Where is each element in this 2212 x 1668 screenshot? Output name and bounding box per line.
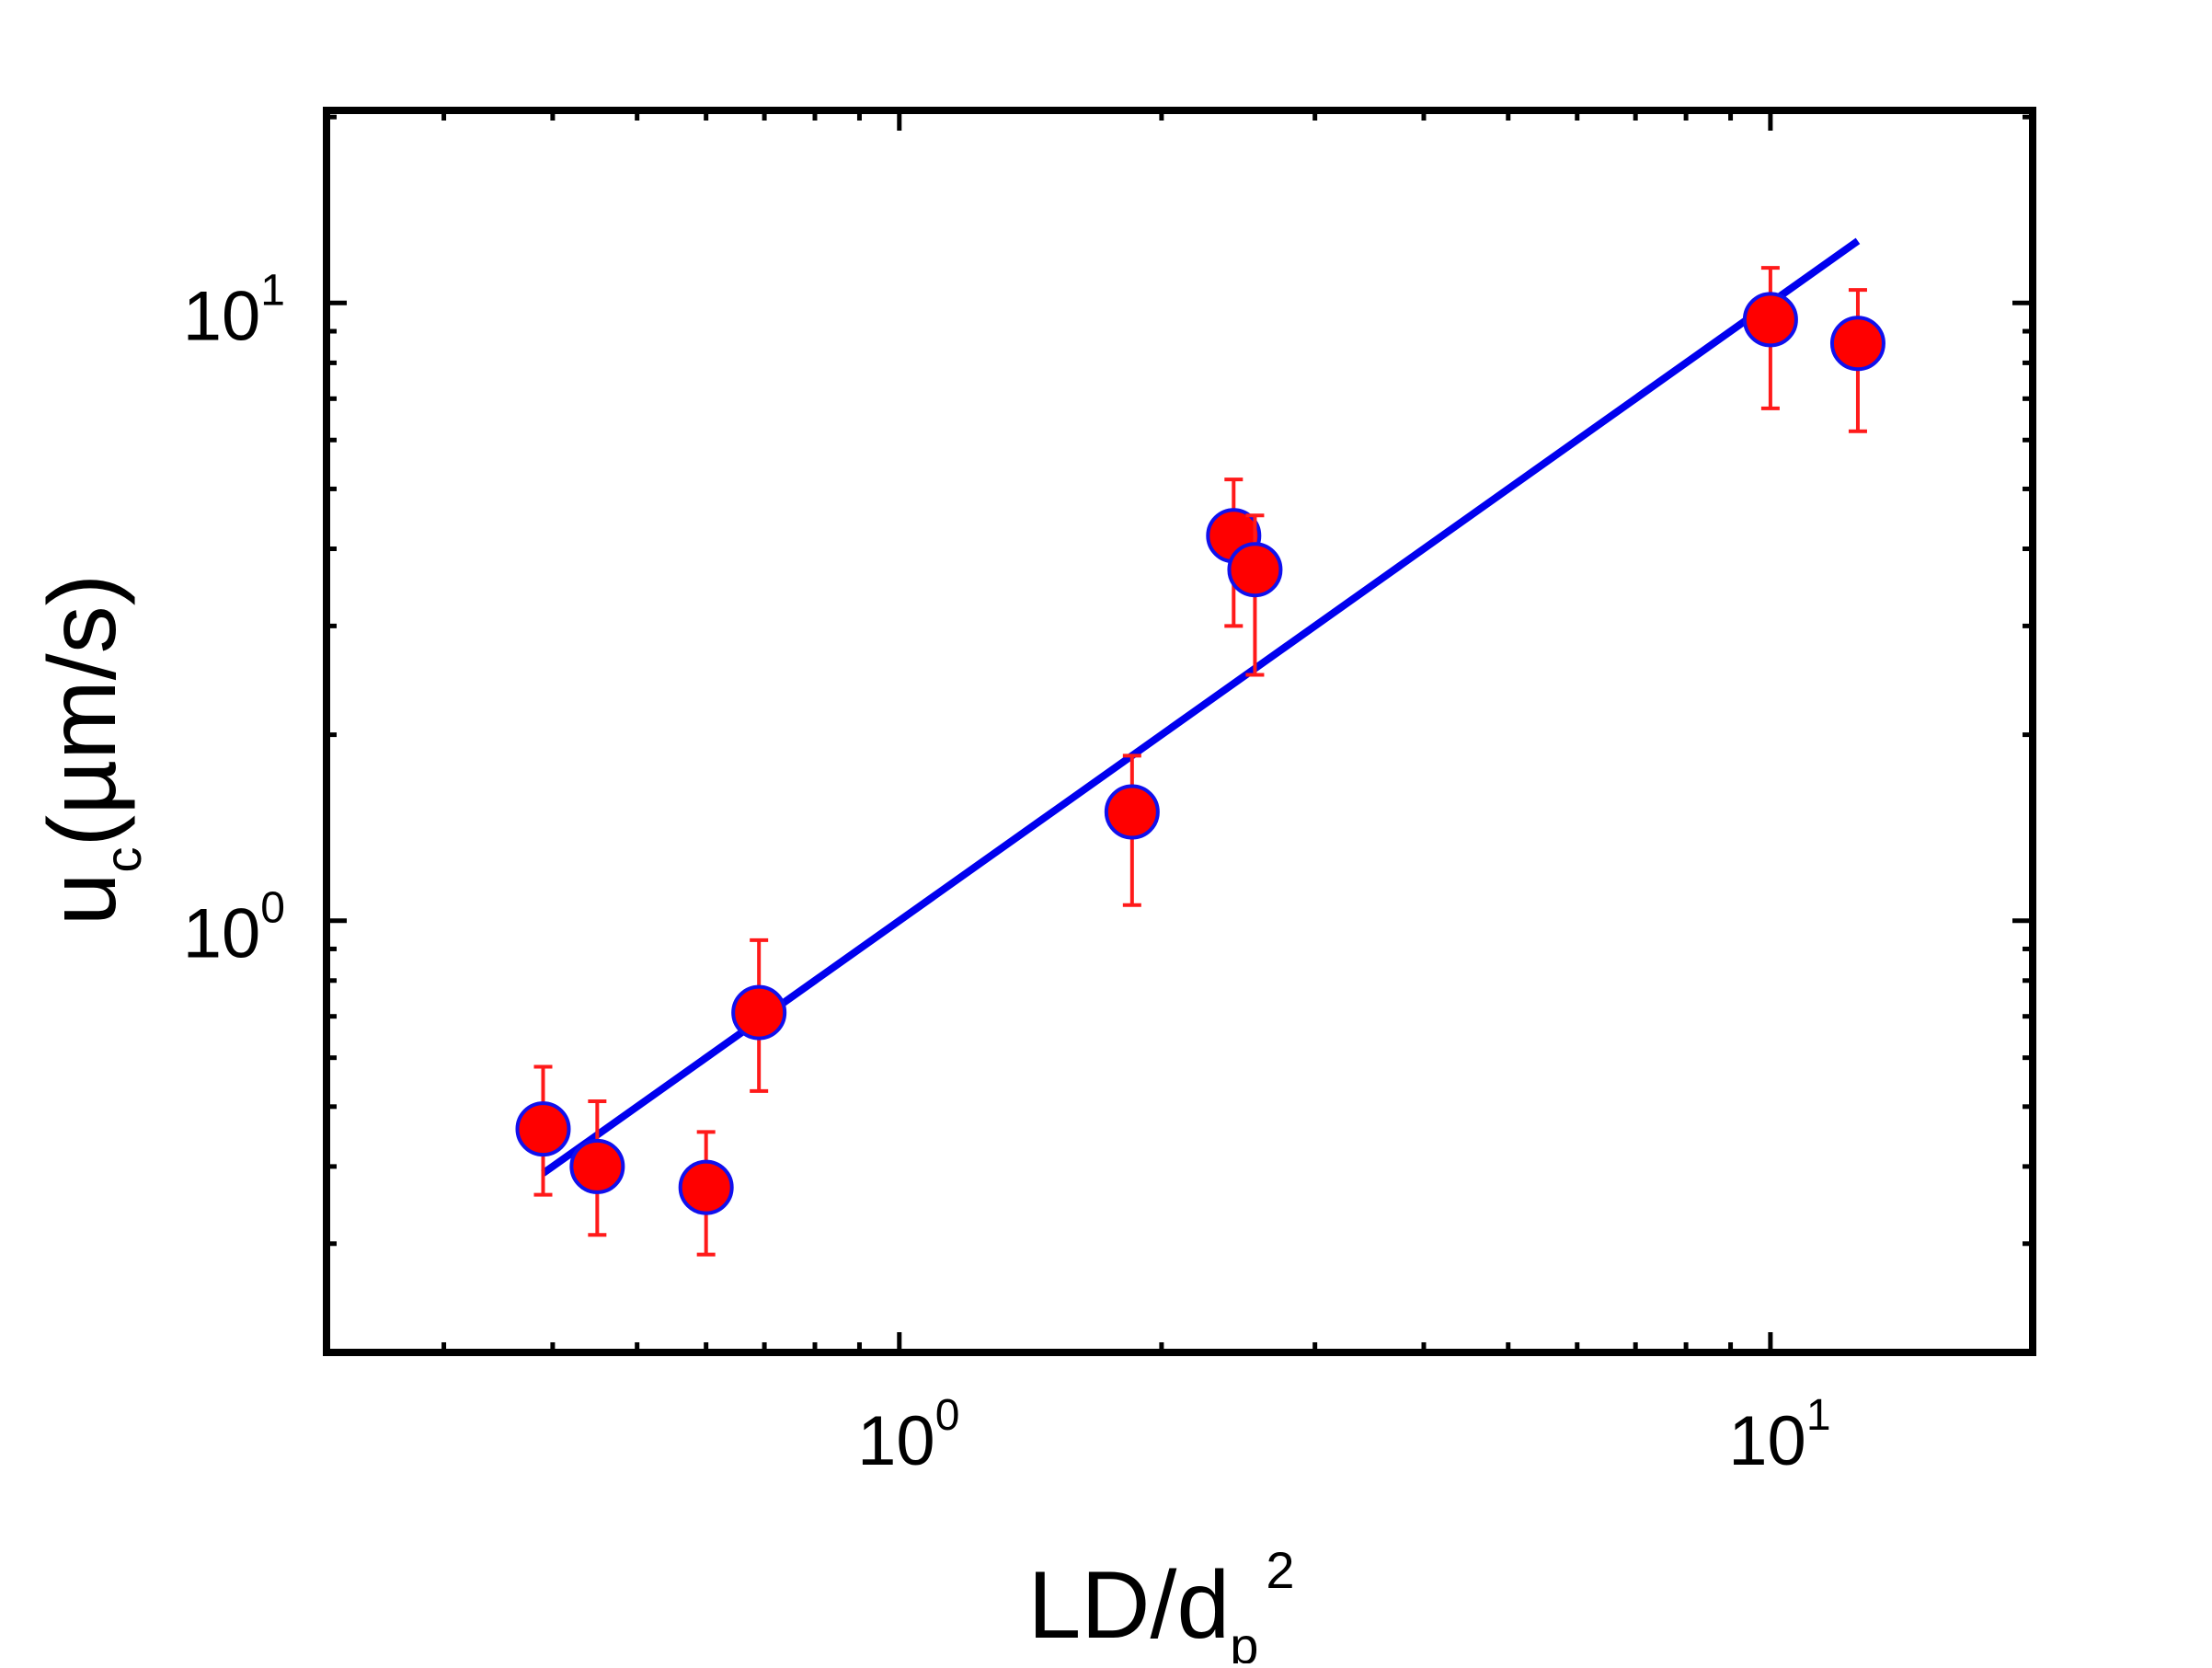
data-point — [1829, 316, 1885, 372]
x-axis-label-main: LD/d — [1028, 1552, 1231, 1659]
x-tick-label-exp: 0 — [935, 1391, 960, 1440]
data-point — [1227, 542, 1283, 598]
marks-layer — [515, 237, 1885, 1257]
x-tick-label-base: 10 — [1728, 1402, 1806, 1480]
data-point — [569, 1138, 625, 1194]
x-tick-label: 100 — [857, 1391, 959, 1480]
plot-frame — [323, 107, 2036, 1356]
data-point-group — [1104, 753, 1160, 907]
y-tick-label: 101 — [183, 266, 285, 355]
data-point-group — [1742, 266, 1798, 410]
labels-layer: LD/dp2 uc(µm/s) — [29, 574, 1295, 1668]
x-tick-label-base: 10 — [857, 1402, 935, 1480]
x-axis-label-sub: p — [1230, 1616, 1258, 1663]
data-point — [515, 1101, 571, 1157]
data-point — [731, 984, 787, 1041]
x-axis-label-sup: 2 — [1266, 1541, 1294, 1599]
y-tick-label-base: 10 — [183, 277, 261, 355]
data-point-group — [731, 938, 787, 1093]
data-point-group — [1829, 288, 1885, 433]
data-point — [1742, 292, 1798, 348]
data-point — [678, 1159, 734, 1215]
y-axis-label-sub: c — [94, 846, 152, 872]
data-point-group — [678, 1130, 734, 1257]
data-point — [1104, 784, 1160, 840]
y-tick-label-exp: 0 — [260, 884, 285, 933]
y-axis-label-main: u — [29, 872, 136, 926]
data-point-group — [569, 1099, 625, 1237]
y-axis-label: uc(µm/s) — [29, 574, 152, 926]
data-point-group — [1227, 513, 1283, 677]
y-tick-label-base: 10 — [183, 895, 261, 973]
y-tick-label-exp: 1 — [260, 266, 285, 315]
x-tick-label-exp: 1 — [1806, 1391, 1831, 1440]
x-tick-label: 101 — [1728, 1391, 1830, 1480]
y-tick-label: 100 — [183, 884, 285, 973]
x-axis-label: LD/dp2 — [1028, 1541, 1295, 1663]
y-axis-label-rest: (µm/s) — [29, 574, 136, 847]
data-point-group — [515, 1064, 571, 1197]
